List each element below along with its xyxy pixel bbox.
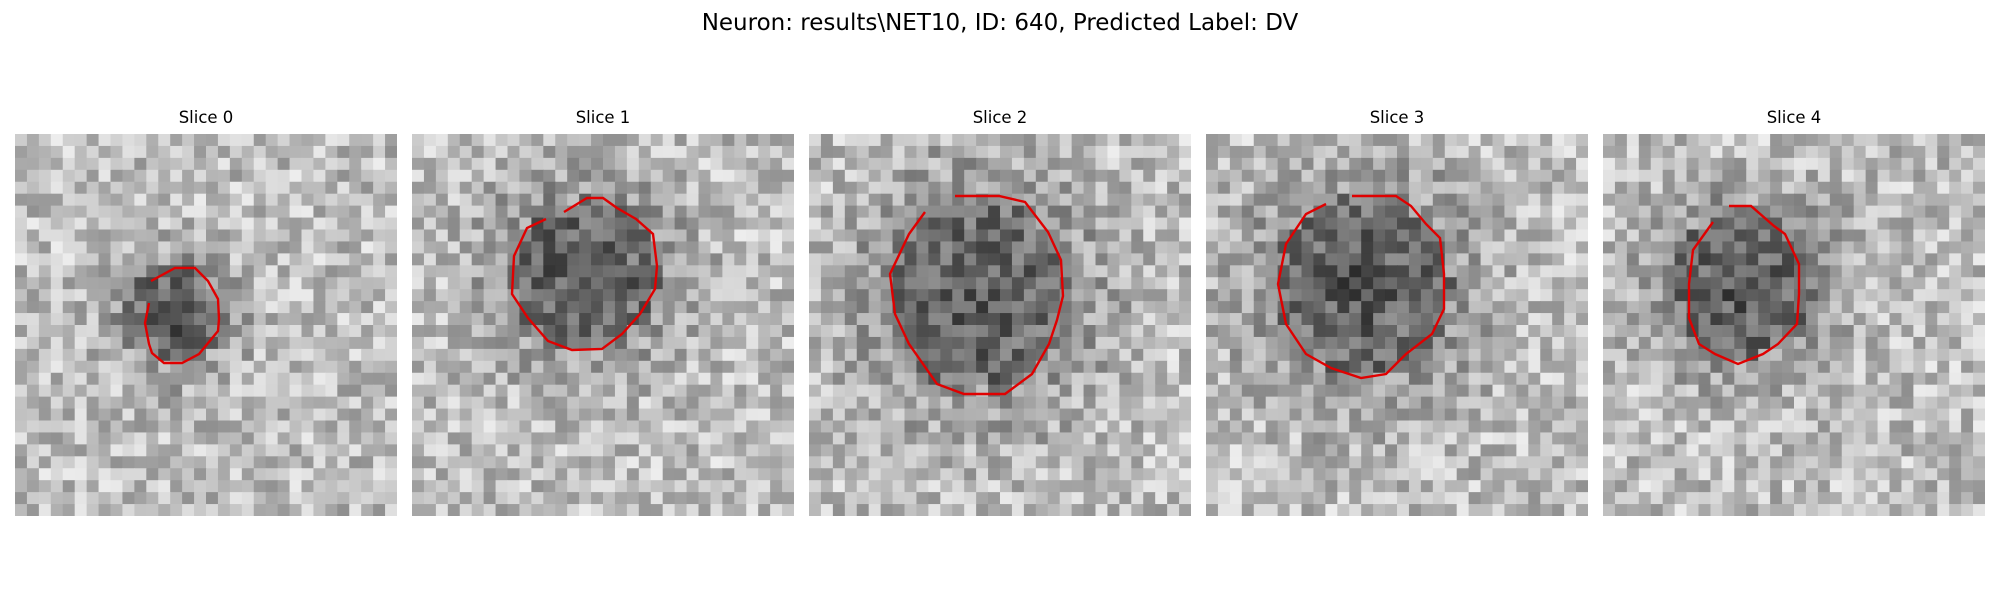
slice-title-3: Slice 3 [1369, 108, 1425, 127]
figure-title: Neuron: results\NET10, ID: 640, Predicte… [701, 10, 1299, 36]
slice-title-0: Slice 0 [178, 108, 234, 127]
slice-panel-2: Slice 2 [809, 108, 1191, 516]
slice-panel-0: Slice 0 [15, 108, 397, 516]
slice-pixels-2 [809, 134, 1191, 516]
slice-title-1: Slice 1 [575, 108, 631, 127]
slice-panel-4: Slice 4 [1603, 108, 1985, 516]
slice-panel-1: Slice 1 [412, 108, 794, 516]
slice-title-4: Slice 4 [1766, 108, 1822, 127]
roi-contour-4 [1687, 204, 1801, 366]
roi-contour-2 [888, 194, 1065, 396]
slice-image-4 [1603, 134, 1985, 516]
slice-title-2: Slice 2 [972, 108, 1028, 127]
slice-image-2 [809, 134, 1191, 516]
slice-panel-3: Slice 3 [1206, 108, 1588, 516]
slice-pixels-4 [1603, 134, 1985, 516]
slice-pixels-0 [15, 134, 397, 516]
roi-contour-3 [1276, 194, 1446, 380]
slice-pixels-3 [1206, 134, 1588, 516]
roi-contour-0 [143, 266, 221, 365]
slice-image-0 [15, 134, 397, 516]
slice-image-1 [412, 134, 794, 516]
roi-contour-1 [510, 196, 659, 352]
slice-image-3 [1206, 134, 1588, 516]
slice-pixels-1 [412, 134, 794, 516]
